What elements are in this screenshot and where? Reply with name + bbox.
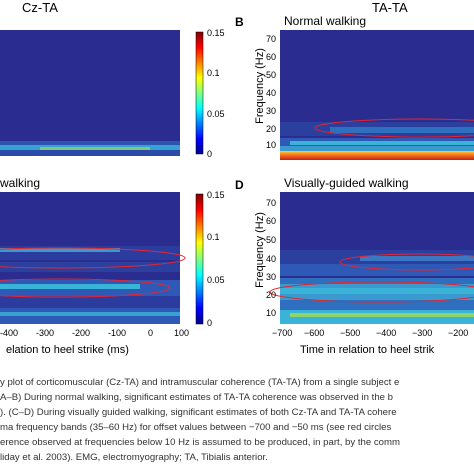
svg-text:-100: -100 (108, 328, 126, 338)
svg-text:30: 30 (266, 272, 276, 282)
svg-text:30: 30 (266, 106, 276, 116)
xlabel-right: Time in relation to heel strik (300, 344, 435, 356)
svg-text:70: 70 (266, 198, 276, 208)
colorbar-c: 0.15 0.1 0.05 0 (195, 190, 225, 328)
svg-text:0: 0 (207, 318, 212, 328)
panel-b-yticks: 70 60 50 40 30 20 10 (266, 34, 276, 150)
col-title-ta-ta: TA-TA (372, 0, 408, 15)
svg-text:50: 50 (266, 235, 276, 245)
panel-letter-d: D (235, 178, 244, 192)
xlabel-left: elation to heel strike (ms) (6, 344, 129, 356)
svg-text:-400: -400 (0, 328, 18, 338)
svg-text:-200: -200 (72, 328, 90, 338)
svg-text:100: 100 (174, 328, 189, 338)
svg-text:20: 20 (266, 124, 276, 134)
panel-c-spectrogram (0, 192, 186, 324)
sig-circle-b (314, 118, 474, 138)
svg-text:40: 40 (266, 254, 276, 264)
svg-text:−400: −400 (376, 328, 396, 338)
panel-subtitle-d: Visually-guided walking (284, 176, 409, 190)
caption-line-4: ma frequency bands (35–60 Hz) for offset… (0, 422, 392, 433)
svg-text:40: 40 (266, 88, 276, 98)
svg-text:−500: −500 (340, 328, 360, 338)
svg-text:50: 50 (266, 70, 276, 80)
sig-circle-d1 (339, 253, 474, 271)
svg-text:0.1: 0.1 (207, 232, 220, 242)
caption-line-3: ). (C–D) During visually guided walking,… (0, 407, 397, 418)
svg-text:0.15: 0.15 (207, 190, 225, 200)
svg-text:60: 60 (266, 216, 276, 226)
svg-text:60: 60 (266, 52, 276, 62)
caption-line-5: erence observed at frequencies below 10 … (0, 437, 400, 448)
panel-subtitle-c: walking (0, 176, 41, 190)
colorbar-a: 0.15 0.1 0.05 0 (195, 28, 225, 159)
cbar-a-tick-1: 0.1 (207, 68, 220, 78)
svg-text:−300: −300 (412, 328, 432, 338)
cbar-a-tick-3: 0 (207, 149, 212, 159)
panel-letter-b: B (235, 15, 244, 29)
svg-text:10: 10 (266, 140, 276, 150)
svg-text:0: 0 (148, 328, 153, 338)
panel-c-xticks: -400 -300 -200 -100 0 100 (0, 328, 189, 338)
figure-svg: 0.15 0.1 0.05 0 70 60 50 40 30 20 10 (0, 28, 474, 338)
cbar-a-tick-0: 0.15 (207, 28, 225, 38)
caption-line-2: A–B) During normal walking, significant … (0, 392, 393, 403)
svg-text:−600: −600 (304, 328, 324, 338)
caption-line-1: y plot of corticomuscular (Cz-TA) and in… (0, 377, 400, 388)
svg-text:10: 10 (266, 308, 276, 318)
cbar-a-tick-2: 0.05 (207, 109, 225, 119)
svg-text:−200: −200 (448, 328, 468, 338)
sig-circle-c1 (0, 247, 186, 269)
svg-text:70: 70 (266, 34, 276, 44)
panel-d-yticks: 70 60 50 40 30 20 10 (266, 198, 276, 318)
col-title-cz-ta: Cz-TA (22, 0, 58, 15)
svg-text:-300: -300 (36, 328, 54, 338)
sig-circle-d2 (269, 281, 474, 303)
panel-a-spectrogram (0, 30, 180, 156)
panel-d-xticks: −700 −600 −500 −400 −300 −200 (272, 328, 468, 338)
sig-circle-c2 (0, 278, 171, 298)
panel-b-spectrogram (280, 30, 474, 160)
svg-text:0.05: 0.05 (207, 275, 225, 285)
svg-text:20: 20 (266, 290, 276, 300)
panel-subtitle-b: Normal walking (284, 14, 367, 28)
svg-text:−700: −700 (272, 328, 292, 338)
panel-d-spectrogram (269, 192, 474, 324)
caption-line-6: liday et al. 2003). EMG, electromyograph… (0, 452, 268, 463)
